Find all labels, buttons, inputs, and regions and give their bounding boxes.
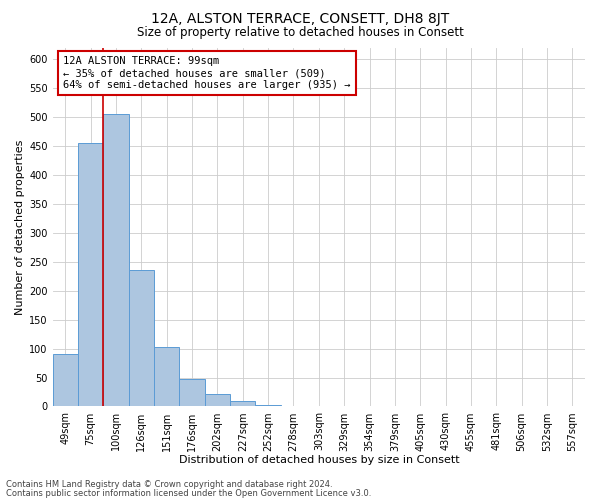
Y-axis label: Number of detached properties: Number of detached properties: [15, 140, 25, 314]
Text: 12A ALSTON TERRACE: 99sqm
← 35% of detached houses are smaller (509)
64% of semi: 12A ALSTON TERRACE: 99sqm ← 35% of detac…: [63, 56, 351, 90]
Bar: [230, 400, 256, 406]
Bar: [103, 114, 129, 406]
Text: Contains HM Land Registry data © Crown copyright and database right 2024.: Contains HM Land Registry data © Crown c…: [6, 480, 332, 489]
Text: 12A, ALSTON TERRACE, CONSETT, DH8 8JT: 12A, ALSTON TERRACE, CONSETT, DH8 8JT: [151, 12, 449, 26]
Bar: [154, 347, 179, 406]
Bar: [129, 270, 154, 406]
Bar: [179, 380, 205, 406]
Bar: [78, 143, 103, 406]
Bar: [53, 354, 78, 406]
Text: Contains public sector information licensed under the Open Government Licence v3: Contains public sector information licen…: [6, 488, 371, 498]
Text: Size of property relative to detached houses in Consett: Size of property relative to detached ho…: [137, 26, 463, 39]
Bar: [205, 394, 230, 406]
X-axis label: Distribution of detached houses by size in Consett: Distribution of detached houses by size …: [179, 455, 459, 465]
